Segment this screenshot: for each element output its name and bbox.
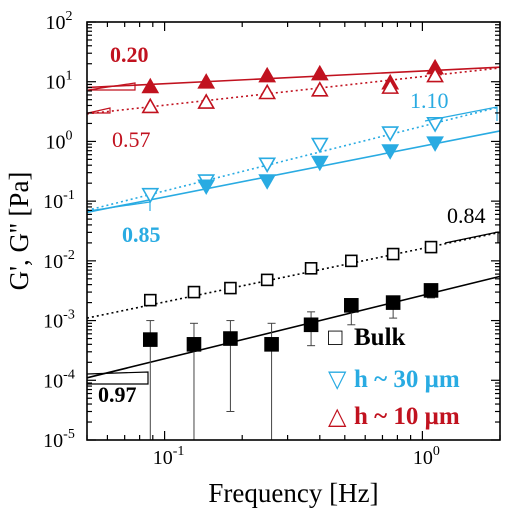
triangle-down-marker: [310, 137, 329, 154]
triangle-down-marker: [426, 136, 444, 152]
x-tick-label: 10-1: [153, 444, 185, 469]
bulk-square-marker: [186, 337, 202, 352]
y-tick-label: 100: [46, 128, 73, 153]
legend-label: Bulk: [354, 324, 406, 351]
y-tick-label: 102: [46, 9, 73, 34]
bulk-square-marker: [187, 285, 201, 299]
slope-label: 1.10: [410, 88, 449, 113]
y-tick-label: 10-3: [43, 308, 75, 333]
triangle-down-marker: [381, 126, 400, 142]
slope-triangle: [87, 201, 151, 212]
triangle-down-marker: [197, 179, 216, 196]
slope-triangle: [87, 82, 136, 91]
bulk-square-marker: [143, 293, 157, 307]
legend-label: h ~ 30 μm: [354, 366, 460, 393]
plot-frame: [86, 21, 501, 441]
bulk-square-marker: [304, 262, 318, 275]
bulk-square-marker: [223, 331, 238, 346]
slope-label: 0.20: [110, 42, 149, 67]
triangle-up-marker: [141, 97, 160, 114]
bulk-square-marker: [386, 247, 400, 261]
slope-triangle: [86, 371, 149, 385]
axis-ticks: [86, 21, 501, 441]
triangle-down-marker: [141, 187, 160, 204]
legend-symbol: ▽: [328, 367, 347, 393]
triangle-down-marker: [258, 157, 277, 174]
bulk-square-marker: [303, 317, 319, 333]
y-axis-label: G', G'' [Pa]: [4, 172, 34, 291]
bulk-square-marker: [345, 254, 358, 268]
x-tick-label: 100: [413, 444, 440, 469]
bulk-square-marker: [385, 295, 401, 310]
legend: □ Bulk ▽ h ~ 30 μm △ h ~ 10 μm: [328, 324, 460, 430]
triangle-up-marker: [258, 66, 277, 83]
bulk-square-marker: [224, 281, 237, 295]
triangle-up-marker: [258, 83, 277, 100]
slope-label: 0.84: [447, 203, 486, 228]
triangle-down-marker: [258, 174, 277, 190]
triangle-up-marker: [381, 78, 400, 94]
bulk-square-marker: [424, 240, 438, 254]
triangle-up-marker: [141, 77, 160, 94]
triangle-up-marker: [310, 64, 329, 81]
bulk-square-marker: [142, 332, 158, 347]
y-tick-label: 10-2: [43, 248, 75, 273]
slope-triangle: [444, 231, 499, 244]
legend-symbol: □: [328, 325, 343, 351]
bulk-square-marker: [344, 298, 359, 313]
y-tick-label: 101: [46, 69, 73, 94]
legend-label: h ~ 10 μm: [354, 403, 460, 430]
triangle-up-marker: [310, 81, 329, 97]
data-markers: [141, 58, 444, 352]
slope-triangle: [424, 106, 498, 122]
bulk-square-marker: [264, 337, 279, 352]
y-tick-label: 10-4: [43, 367, 75, 392]
triangle-down-marker: [426, 117, 444, 133]
bulk-square-marker: [260, 273, 274, 287]
slope-annotations: 0.20 0.57 1.10 0.85 0.84 0.97: [86, 42, 499, 407]
legend-symbol: △: [328, 404, 347, 430]
slope-triangle: [87, 107, 111, 114]
slope-label: 0.57: [112, 127, 151, 152]
bulk-square-marker: [423, 283, 439, 298]
y-tick-label: 10-5: [43, 427, 75, 452]
slope-label: 0.85: [122, 222, 161, 247]
triangle-down-marker: [310, 155, 329, 172]
tick-labels: 10-5 10-4 10-3 10-2 10-1 100 101 102 10-1 100: [43, 9, 440, 469]
triangle-up-marker: [197, 93, 216, 109]
triangle-up-marker: [197, 73, 216, 89]
triangle-down-marker: [381, 144, 400, 160]
y-tick-label: 10-1: [43, 188, 75, 213]
x-axis-label: Frequency [Hz]: [208, 478, 378, 508]
triangle-up-marker: [426, 66, 444, 83]
slope-label: 0.97: [98, 382, 137, 407]
